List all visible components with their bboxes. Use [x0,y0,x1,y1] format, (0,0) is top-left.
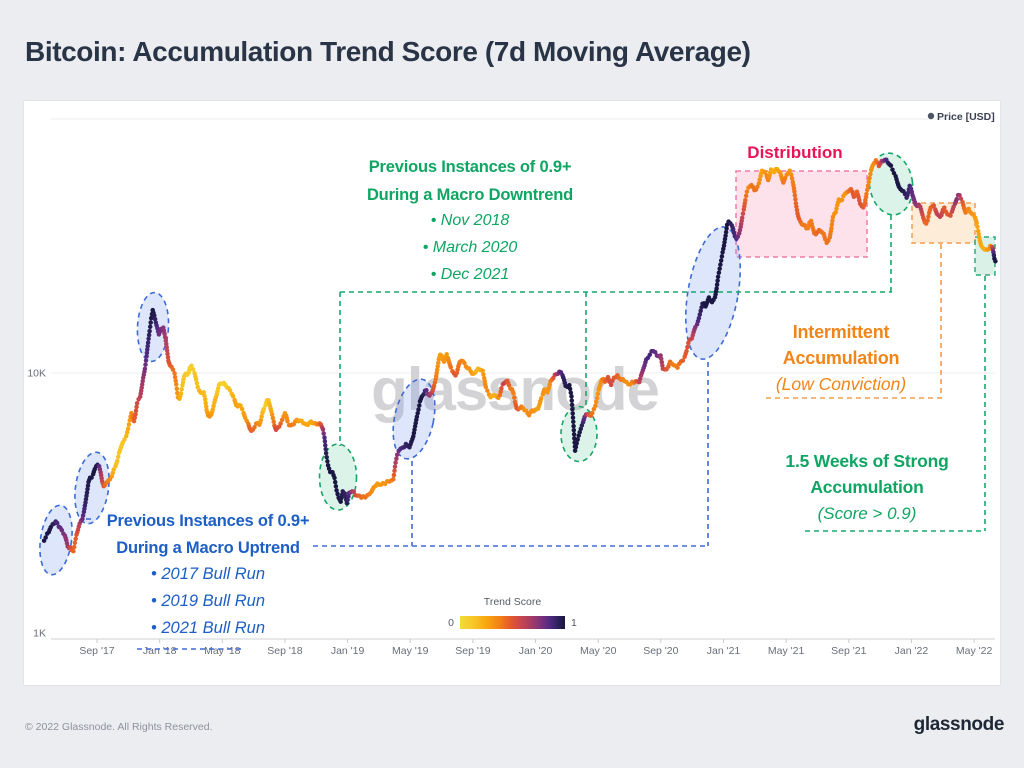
x-tick-label: May '19 [392,645,429,657]
annotation-strong-title-1: Accumulation [810,477,923,497]
x-tick-label: Sep '18 [267,645,302,657]
annotation-intermittent-title-0: Intermittent [793,322,890,342]
ellipse-uptrend-2019 [392,378,436,460]
price-legend-label: Price [USD] [937,111,995,123]
ellipse-uptrend-2017-c [136,291,170,363]
x-tick-label: Sep '17 [79,645,114,657]
x-tick-label: Jan '21 [707,645,741,657]
x-tick-label: Jan '20 [519,645,553,657]
annotation-uptrend-title-0: Previous Instances of 0.9+ [107,512,310,530]
trend-score-gradient-bar [460,616,565,629]
x-tick-label: May '18 [204,645,241,657]
trend-score-legend-label: Trend Score [484,596,542,608]
annotation-downtrend-bullet-1: • March 2020 [423,239,518,256]
x-tick-label: Jan '19 [331,645,365,657]
x-tick-label: Jan '18 [143,645,177,657]
x-tick-label: Sep '21 [831,645,866,657]
footer-copyright: © 2022 Glassnode. All Rights Reserved. [25,721,213,733]
x-tick-label: May '20 [580,645,617,657]
trend-score-max-label: 1 [571,617,577,629]
annotation-downtrend-title-1: During a Macro Downtrend [367,186,573,204]
annotation-distribution: Distribution [747,143,842,162]
price-series [41,157,998,554]
price-legend-dot [927,112,935,120]
annotation-downtrend-title-0: Previous Instances of 0.9+ [369,158,572,176]
x-tick-label: Sep '19 [455,645,490,657]
x-tick-label: Jan '22 [895,645,929,657]
annotation-uptrend-title-1: During a Macro Uptrend [116,539,300,557]
annotation-downtrend-bullet-2: • Dec 2021 [431,266,510,283]
x-tick-label: May '21 [768,645,805,657]
distribution-box [735,170,868,258]
trend-score-min-label: 0 [448,617,454,629]
annotation-strong-title-0: 1.5 Weeks of Strong [785,451,948,471]
annotation-uptrend-bullet-2: • 2021 Bull Run [151,619,265,637]
annotation-downtrend-bullet-0: • Nov 2018 [431,212,510,229]
annotation-uptrend-bullet-0: • 2017 Bull Run [151,565,265,583]
page-title: Bitcoin: Accumulation Trend Score (7d Mo… [25,36,751,67]
glassnode-logo: glassnode [913,714,1005,735]
annotation-uptrend-bullet-1: • 2019 Bull Run [151,592,265,610]
y-tick-label: 10K [27,368,46,380]
annotation-intermittent-sub: (Low Conviction) [776,374,906,394]
ellipse-uptrend-2021 [684,226,742,360]
y-tick-label: 1K [33,628,46,640]
annotation-intermittent-title-1: Accumulation [783,348,900,368]
ellipse-uptrend-2017-a [39,504,73,576]
annotation-strong-sub: (Score > 0.9) [818,504,917,523]
x-tick-label: May '22 [956,645,993,657]
x-tick-label: Sep '20 [643,645,678,657]
